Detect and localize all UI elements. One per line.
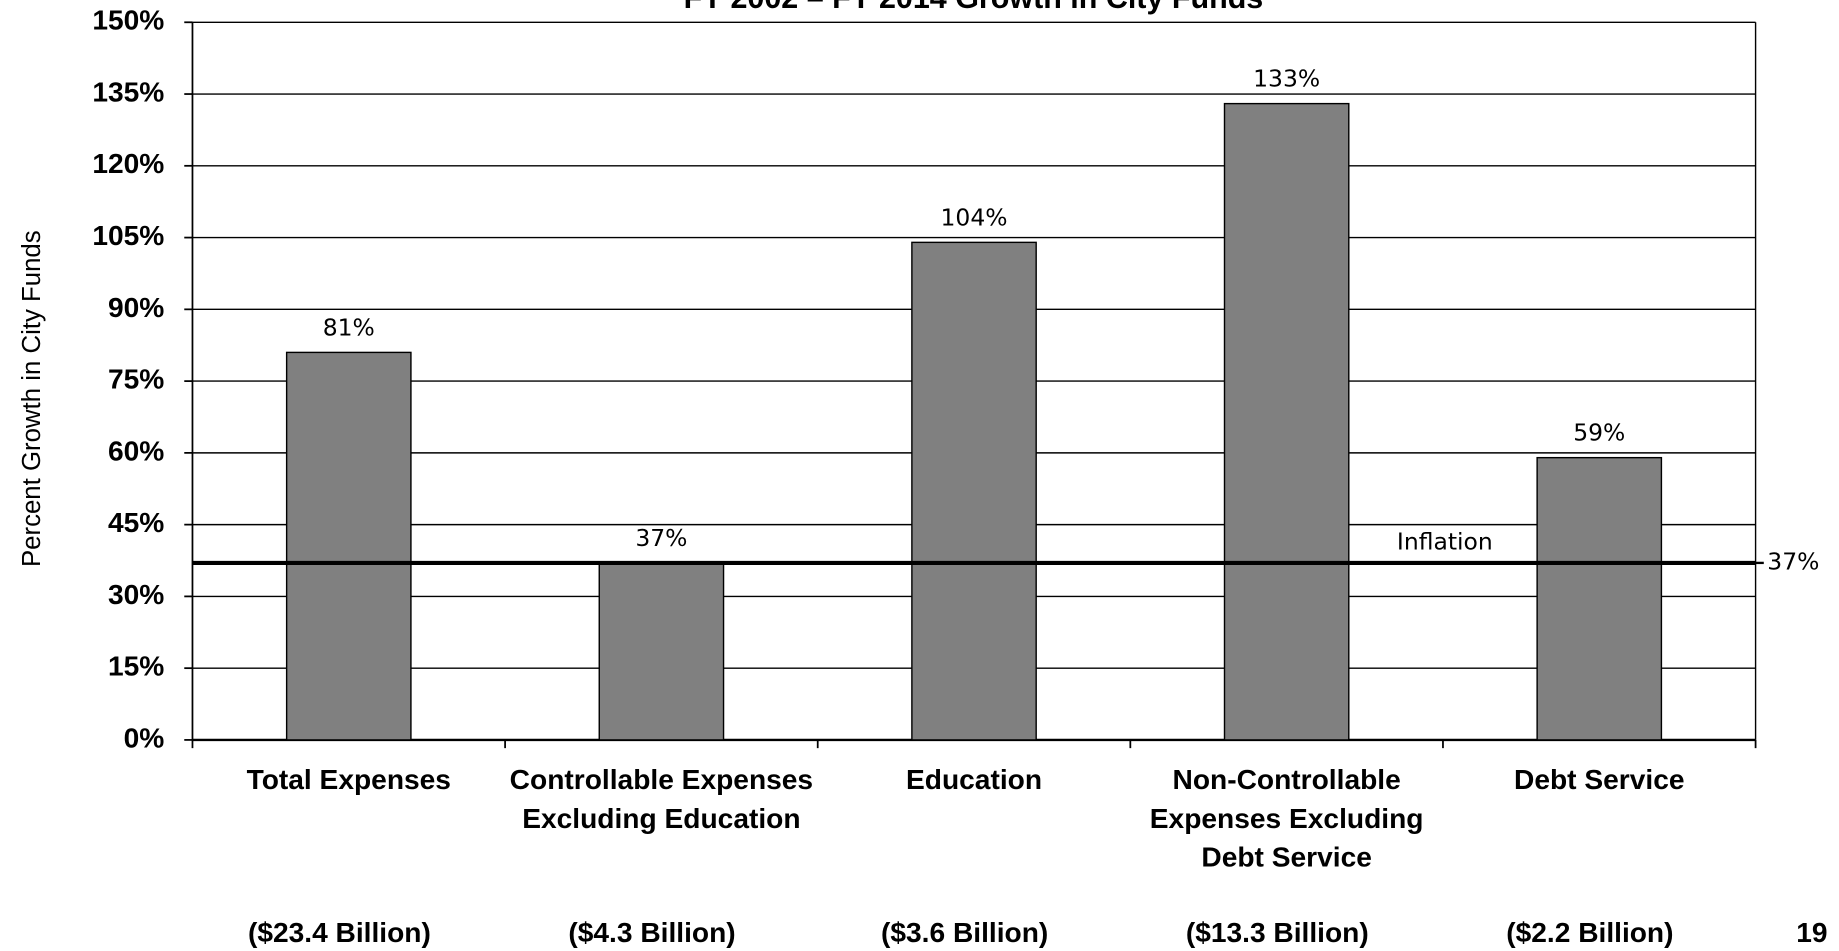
value-label: 104% — [941, 203, 1008, 231]
y-tick-label: 30% — [108, 579, 164, 610]
reference-value-label: 37% — [1767, 547, 1819, 575]
value-label: 37% — [635, 524, 687, 552]
y-tick-label: 135% — [92, 76, 164, 107]
y-tick-label: 45% — [108, 507, 164, 538]
category-amount: ($3.6 Billion) — [881, 917, 1048, 948]
category-amount: ($4.3 Billion) — [568, 917, 735, 948]
x-tick-label: Debt Service — [1514, 764, 1685, 797]
y-tick-label: 150% — [92, 5, 164, 36]
bar — [911, 241, 1037, 741]
bar — [1223, 102, 1350, 741]
x-tick-label: Non-Controllable Expenses Excluding Debt… — [1149, 764, 1424, 874]
y-tick-label: 105% — [92, 220, 164, 251]
chart-title: FY 2002 – FY 2014 Growth in City Funds — [684, 0, 1264, 15]
category-box: Non-Controllable Expenses Excluding Debt… — [1149, 764, 1424, 874]
category-amount: ($13.3 Billion) — [1186, 917, 1369, 948]
x-tick-label: Controllable Expenses Excluding Educatio… — [509, 764, 814, 835]
category-box: Debt Service — [1514, 764, 1685, 797]
category-box: Controllable Expenses Excluding Educatio… — [509, 764, 814, 835]
page-number: 19 — [1796, 917, 1827, 948]
category-box: Education — [905, 764, 1043, 797]
category-box: Total Expenses — [246, 764, 451, 797]
y-tick-label: 60% — [108, 435, 164, 466]
value-label: 81% — [323, 313, 375, 341]
reference-label: Inflation — [1397, 527, 1493, 555]
x-tick-label: Total Expenses — [246, 764, 451, 797]
category-amount: ($2.2 Billion) — [1506, 917, 1673, 948]
category-amount: ($23.4 Billion) — [248, 917, 431, 948]
y-tick-label: 90% — [108, 292, 164, 323]
y-tick-label: 75% — [108, 364, 164, 395]
y-axis-title: Percent Growth in City Funds — [18, 230, 46, 567]
value-label: 133% — [1253, 65, 1320, 93]
x-tick-label: Education — [905, 764, 1043, 797]
value-label: 59% — [1573, 419, 1625, 447]
bar — [285, 351, 412, 741]
y-tick-label: 120% — [92, 148, 164, 179]
y-tick-label: 0% — [124, 722, 165, 753]
bar — [1536, 456, 1663, 741]
y-tick-label: 15% — [108, 651, 164, 682]
bar — [598, 562, 725, 741]
